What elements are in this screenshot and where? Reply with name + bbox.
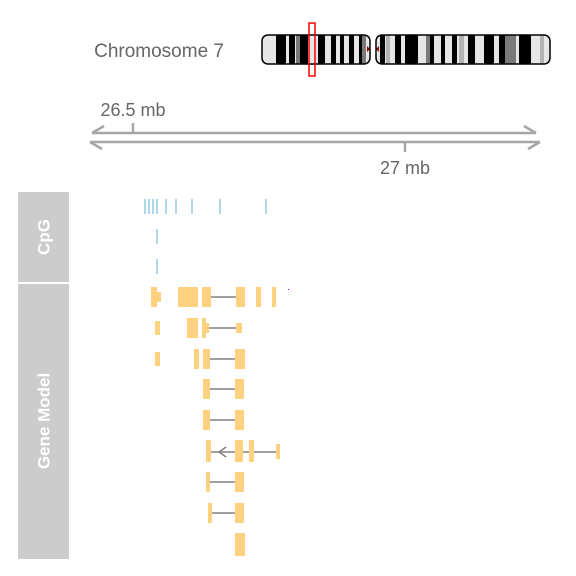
chromosome-label: Chromosome 7: [94, 41, 224, 62]
transcript: [208, 503, 244, 523]
cpg-island: [165, 199, 167, 214]
cpg-island: [156, 259, 158, 274]
transcript: [203, 410, 244, 430]
chromosome-ideogram: [261, 22, 551, 77]
transcript: [206, 440, 280, 462]
cpg-island: [156, 229, 158, 244]
cpg-island: [148, 199, 150, 214]
gene-model-title-panel: [18, 284, 69, 559]
transcript: [206, 472, 244, 492]
transcript: [235, 533, 245, 556]
axis-tick-label: 27 mb: [380, 158, 430, 178]
cpg-track-title: CpG: [35, 219, 54, 255]
cpg-title-panel: [18, 192, 69, 282]
cpg-island: [144, 199, 146, 214]
region-highlight: [308, 22, 316, 77]
gene-model-track-title: Gene Model: [35, 373, 54, 469]
cpg-island: [219, 199, 221, 214]
gene-model-track: [151, 287, 289, 556]
cpg-island: [191, 199, 193, 214]
cpg-track: [144, 199, 267, 274]
transcript: [151, 287, 289, 307]
cpg-island: [265, 199, 267, 214]
transcript: [155, 318, 242, 338]
transcript: [155, 349, 245, 369]
cpg-island: [175, 199, 177, 214]
transcript: [203, 379, 244, 399]
cpg-island: [156, 199, 158, 214]
axis-tick-label: 26.5 mb: [100, 100, 165, 120]
cpg-island: [152, 199, 154, 214]
